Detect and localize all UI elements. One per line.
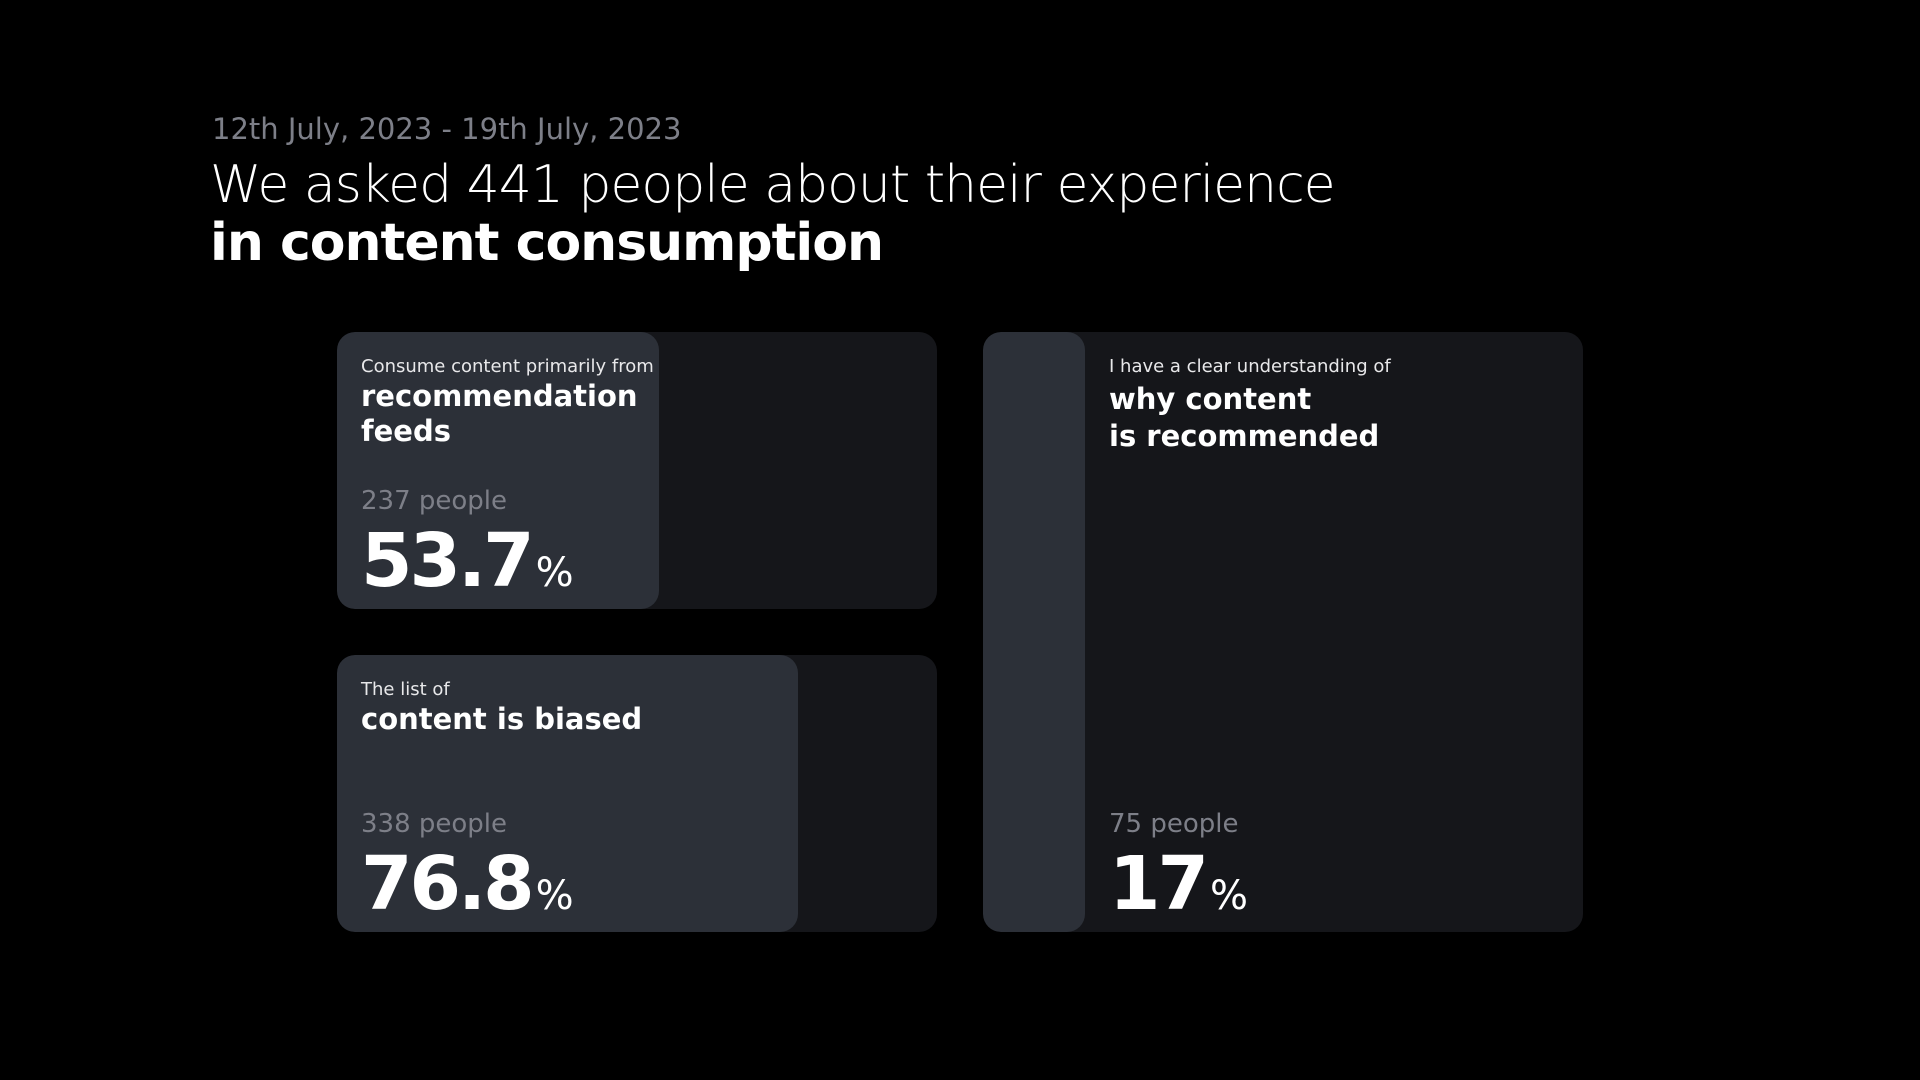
people-count: 338 people <box>361 809 508 839</box>
card-title: feeds <box>361 414 451 448</box>
percent-label: 53.7% <box>361 521 574 609</box>
percent-unit: % <box>1209 873 1248 919</box>
card-title: why content <box>1109 382 1312 416</box>
headline-bold: in content consumption <box>210 213 884 273</box>
percent-fill <box>983 332 1085 932</box>
percent-label: 17% <box>1109 844 1248 932</box>
percent-unit: % <box>535 873 574 919</box>
percent-label: 76.8% <box>361 844 574 932</box>
card-title: recommendation <box>361 379 638 413</box>
headline: We asked 441 people about their experien… <box>210 155 1336 215</box>
stat-card: I have a clear understanding of why conte… <box>983 332 1583 932</box>
card-intro: The list of <box>361 679 450 700</box>
percent-value: 76.8 <box>361 841 535 927</box>
card-title: content is biased <box>361 702 643 736</box>
percent-value: 17 <box>1109 841 1209 927</box>
people-count: 237 people <box>361 486 508 516</box>
percent-fill <box>337 655 798 932</box>
stat-card: Consume content primarily from recommenda… <box>337 332 937 609</box>
percent-value: 53.7 <box>361 518 535 604</box>
date-range: 12th July, 2023 - 19th July, 2023 <box>212 112 682 146</box>
stat-card: The list of content is biased 338 people 76… <box>337 655 937 932</box>
people-count: 75 people <box>1109 809 1239 839</box>
percent-fill <box>337 332 660 609</box>
card-title: is recommended <box>1109 419 1380 453</box>
card-intro: I have a clear understanding of <box>1109 356 1391 377</box>
card-intro: Consume content primarily from <box>361 356 654 377</box>
percent-unit: % <box>535 550 574 596</box>
